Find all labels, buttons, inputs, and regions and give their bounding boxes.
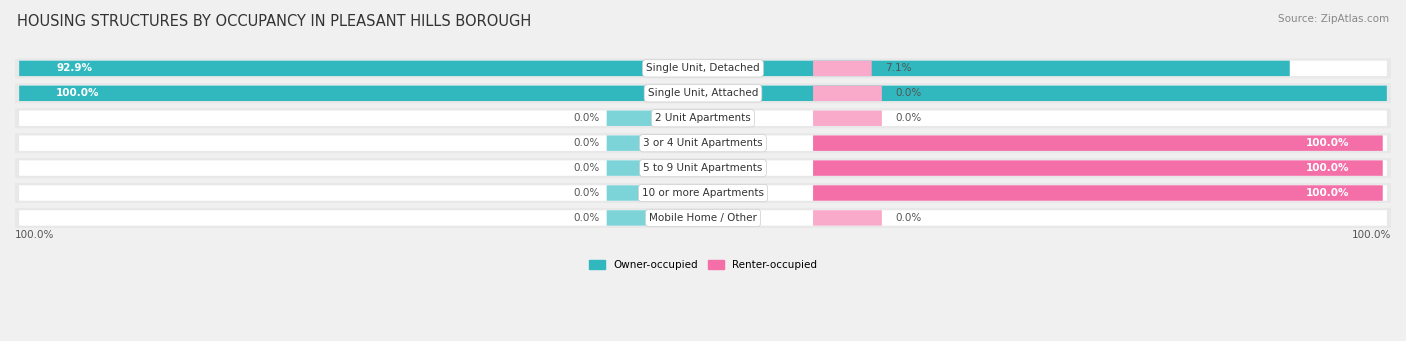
FancyBboxPatch shape [813, 61, 872, 76]
Text: 0.0%: 0.0% [896, 113, 922, 123]
FancyBboxPatch shape [15, 83, 1391, 103]
Text: 100.0%: 100.0% [1351, 231, 1391, 240]
FancyBboxPatch shape [813, 110, 882, 126]
FancyBboxPatch shape [813, 185, 1382, 201]
FancyBboxPatch shape [20, 86, 1386, 101]
FancyBboxPatch shape [15, 183, 1391, 203]
Text: Single Unit, Attached: Single Unit, Attached [648, 88, 758, 98]
Text: 2 Unit Apartments: 2 Unit Apartments [655, 113, 751, 123]
Text: 100.0%: 100.0% [56, 88, 100, 98]
Text: Source: ZipAtlas.com: Source: ZipAtlas.com [1278, 14, 1389, 24]
FancyBboxPatch shape [20, 135, 1386, 151]
FancyBboxPatch shape [15, 208, 1391, 228]
FancyBboxPatch shape [20, 210, 1386, 226]
Text: HOUSING STRUCTURES BY OCCUPANCY IN PLEASANT HILLS BOROUGH: HOUSING STRUCTURES BY OCCUPANCY IN PLEAS… [17, 14, 531, 29]
FancyBboxPatch shape [606, 160, 675, 176]
Text: 100.0%: 100.0% [15, 231, 55, 240]
Text: 0.0%: 0.0% [896, 213, 922, 223]
Legend: Owner-occupied, Renter-occupied: Owner-occupied, Renter-occupied [585, 256, 821, 274]
Text: 92.9%: 92.9% [56, 63, 93, 73]
Text: 0.0%: 0.0% [574, 163, 600, 173]
Text: Mobile Home / Other: Mobile Home / Other [650, 213, 756, 223]
Text: 10 or more Apartments: 10 or more Apartments [643, 188, 763, 198]
Text: 0.0%: 0.0% [896, 88, 922, 98]
FancyBboxPatch shape [15, 58, 1391, 78]
FancyBboxPatch shape [20, 61, 1386, 76]
Text: 0.0%: 0.0% [574, 113, 600, 123]
FancyBboxPatch shape [20, 86, 1386, 101]
Text: 5 to 9 Unit Apartments: 5 to 9 Unit Apartments [644, 163, 762, 173]
FancyBboxPatch shape [20, 61, 1289, 76]
FancyBboxPatch shape [813, 210, 882, 226]
FancyBboxPatch shape [606, 110, 675, 126]
FancyBboxPatch shape [813, 135, 1382, 151]
Text: 0.0%: 0.0% [574, 213, 600, 223]
FancyBboxPatch shape [15, 158, 1391, 178]
FancyBboxPatch shape [606, 135, 675, 151]
FancyBboxPatch shape [813, 160, 1382, 176]
FancyBboxPatch shape [15, 108, 1391, 128]
Text: 7.1%: 7.1% [886, 63, 912, 73]
FancyBboxPatch shape [15, 133, 1391, 153]
Text: 100.0%: 100.0% [1306, 188, 1350, 198]
Text: Single Unit, Detached: Single Unit, Detached [647, 63, 759, 73]
Text: 100.0%: 100.0% [1306, 138, 1350, 148]
Text: 100.0%: 100.0% [1306, 163, 1350, 173]
Text: 3 or 4 Unit Apartments: 3 or 4 Unit Apartments [643, 138, 763, 148]
Text: 0.0%: 0.0% [574, 138, 600, 148]
FancyBboxPatch shape [20, 185, 1386, 201]
Text: 0.0%: 0.0% [574, 188, 600, 198]
FancyBboxPatch shape [20, 160, 1386, 176]
FancyBboxPatch shape [20, 110, 1386, 126]
FancyBboxPatch shape [813, 86, 882, 101]
FancyBboxPatch shape [606, 210, 675, 226]
FancyBboxPatch shape [606, 185, 675, 201]
